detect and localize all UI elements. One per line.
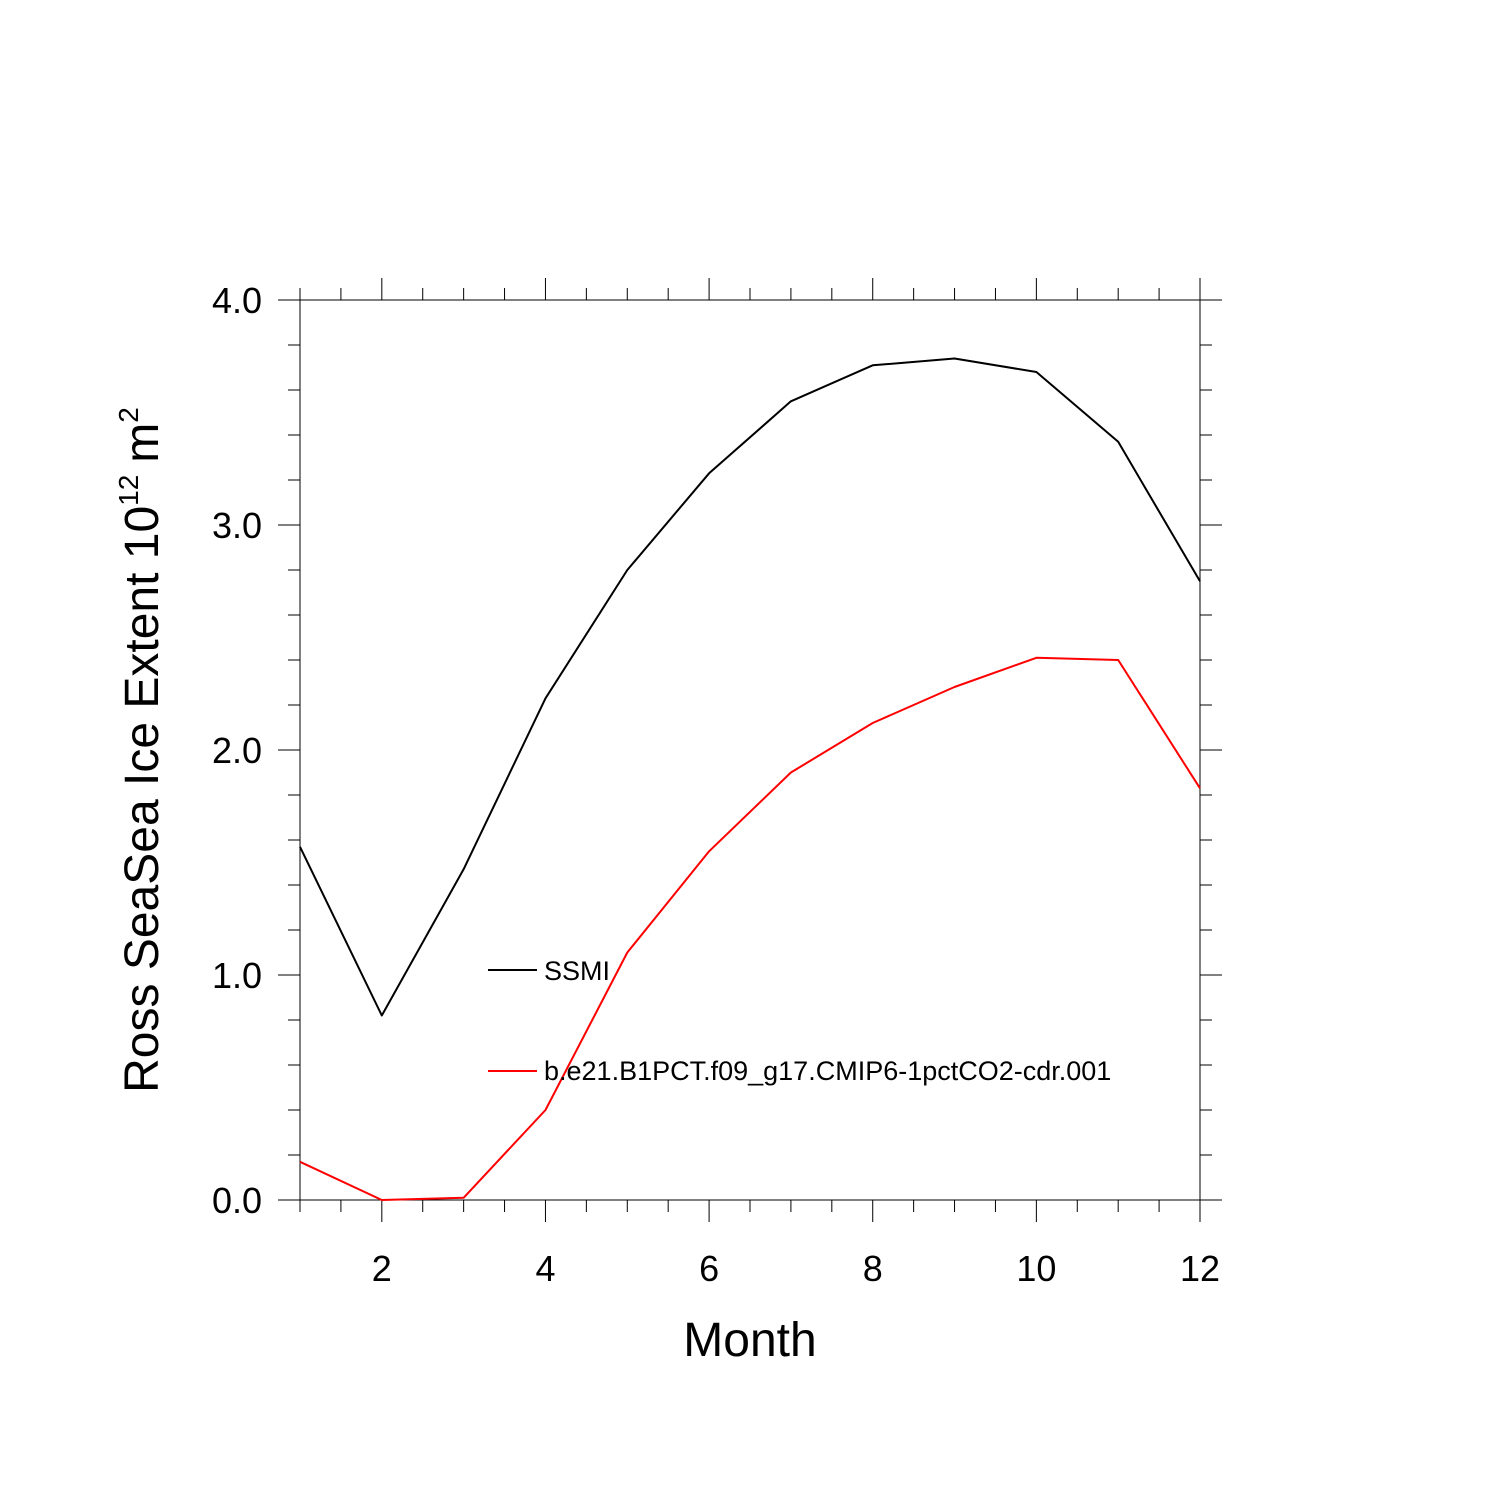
x-tick-label: 8 — [863, 1248, 883, 1289]
y-axis-title-exponent: 12 — [113, 475, 144, 506]
legend-label-cmip6: b.e21.B1PCT.f09_g17.CMIP6-1pctCO2-cdr.00… — [544, 1056, 1111, 1086]
series-line-ssmi — [299, 357, 1201, 1017]
y-axis-title-unit-exponent: 2 — [113, 407, 144, 423]
tick-labels: 2 4 6 8 10 12 0.0 1.0 2.0 3.0 4.0 — [212, 280, 1220, 1289]
plot-frame — [299, 299, 1201, 1201]
series-line-cmip6 — [299, 656, 1201, 1201]
x-axis-title: Month — [683, 1314, 816, 1367]
legend-label-ssmi: SSMI — [544, 956, 610, 986]
y-axis-title: Ross SeaSea Ice Extent 1012 m2 — [113, 407, 169, 1093]
y-tick-label: 4.0 — [212, 280, 262, 321]
y-tick-label: 3.0 — [212, 505, 262, 546]
minor-ticks — [288, 288, 1212, 1212]
y-tick-label: 2.0 — [212, 730, 262, 771]
y-tick-label: 1.0 — [212, 955, 262, 996]
y-axis-title-main: Ross SeaSea Ice Extent 10 — [116, 506, 169, 1093]
x-tick-label: 2 — [372, 1248, 392, 1289]
x-tick-label: 6 — [699, 1248, 719, 1289]
major-ticks — [278, 278, 1222, 1222]
x-tick-label: 12 — [1180, 1248, 1220, 1289]
x-tick-label: 10 — [1016, 1248, 1056, 1289]
series-layer — [299, 357, 1201, 1201]
y-axis-title-unit: m — [116, 423, 169, 463]
legend: SSMI b.e21.B1PCT.f09_g17.CMIP6-1pctCO2-c… — [488, 956, 1111, 1086]
y-tick-label: 0.0 — [212, 1180, 262, 1221]
x-tick-label: 4 — [535, 1248, 555, 1289]
